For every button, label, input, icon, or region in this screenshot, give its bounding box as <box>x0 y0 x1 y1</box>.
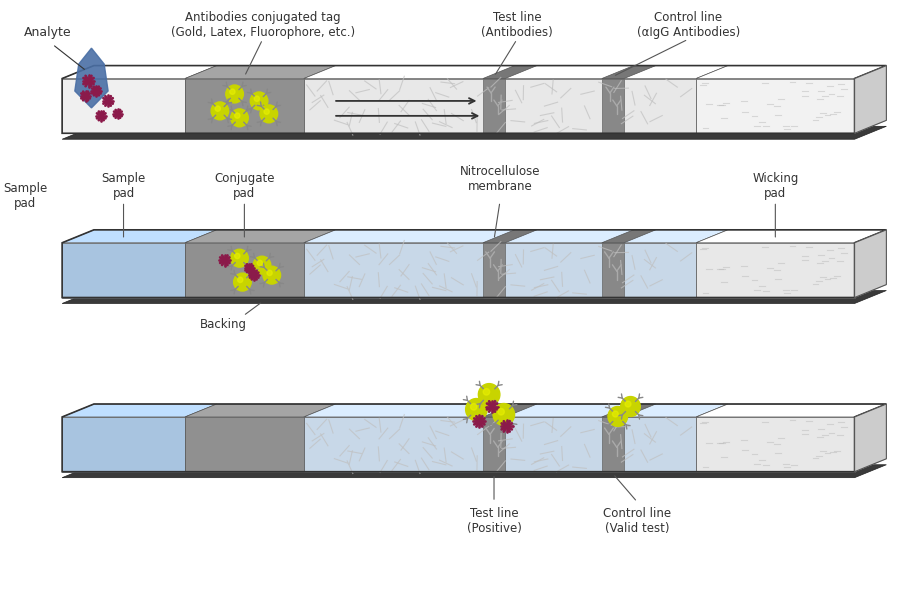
Circle shape <box>260 105 277 123</box>
Polygon shape <box>62 459 886 472</box>
Polygon shape <box>304 65 728 79</box>
Circle shape <box>230 249 248 267</box>
Polygon shape <box>304 79 696 133</box>
Text: Sample
pad: Sample pad <box>102 172 146 200</box>
Polygon shape <box>602 79 624 133</box>
Polygon shape <box>304 404 728 417</box>
Polygon shape <box>696 230 886 243</box>
Text: Capillary flow: Capillary flow <box>399 112 479 125</box>
Polygon shape <box>696 243 855 298</box>
Circle shape <box>234 273 251 291</box>
Polygon shape <box>483 79 505 133</box>
Polygon shape <box>696 79 855 133</box>
Polygon shape <box>184 243 304 298</box>
Text: Antibodies conjugated tag
(Gold, Latex, Fluorophore, etc.): Antibodies conjugated tag (Gold, Latex, … <box>171 11 355 39</box>
Circle shape <box>230 89 235 94</box>
Circle shape <box>267 270 272 275</box>
Text: Sample
pad: Sample pad <box>3 182 47 211</box>
Polygon shape <box>483 404 537 417</box>
Polygon shape <box>184 417 304 472</box>
Circle shape <box>498 409 504 415</box>
Polygon shape <box>184 65 336 79</box>
Circle shape <box>612 411 618 417</box>
Circle shape <box>250 92 268 110</box>
Circle shape <box>621 397 640 416</box>
Circle shape <box>479 383 500 406</box>
Circle shape <box>230 109 248 127</box>
Text: Nitrocellulose
membrane: Nitrocellulose membrane <box>460 166 540 193</box>
Polygon shape <box>483 417 505 472</box>
Polygon shape <box>62 465 886 478</box>
Text: Control line
(Valid test): Control line (Valid test) <box>603 507 671 535</box>
Text: Test line
(Antibodies): Test line (Antibodies) <box>482 11 553 39</box>
Circle shape <box>253 256 271 274</box>
Polygon shape <box>304 243 696 298</box>
Polygon shape <box>62 65 217 79</box>
Text: Backing: Backing <box>200 318 247 331</box>
Circle shape <box>212 102 229 120</box>
Circle shape <box>235 113 240 118</box>
Text: Analyte: Analyte <box>24 26 72 39</box>
Polygon shape <box>62 290 886 304</box>
Polygon shape <box>304 230 728 243</box>
Polygon shape <box>855 230 886 298</box>
Polygon shape <box>62 121 886 133</box>
Polygon shape <box>696 417 855 472</box>
Circle shape <box>493 404 515 425</box>
Polygon shape <box>602 404 656 417</box>
Polygon shape <box>62 284 886 298</box>
Polygon shape <box>855 404 886 472</box>
Polygon shape <box>855 65 886 133</box>
Polygon shape <box>75 48 108 108</box>
Circle shape <box>257 260 263 266</box>
Polygon shape <box>483 230 537 243</box>
Polygon shape <box>483 65 537 79</box>
Circle shape <box>608 407 627 427</box>
Polygon shape <box>602 417 624 472</box>
Polygon shape <box>62 79 184 133</box>
Circle shape <box>226 85 243 103</box>
Polygon shape <box>602 65 656 79</box>
Polygon shape <box>304 417 696 472</box>
Circle shape <box>235 253 240 259</box>
Polygon shape <box>62 243 184 298</box>
Polygon shape <box>483 243 505 298</box>
Text: Conjugate
pad: Conjugate pad <box>214 172 274 200</box>
Polygon shape <box>602 243 624 298</box>
Polygon shape <box>184 230 336 243</box>
Polygon shape <box>62 230 217 243</box>
Circle shape <box>465 398 487 421</box>
Circle shape <box>263 266 281 284</box>
Polygon shape <box>62 417 184 472</box>
Polygon shape <box>184 404 336 417</box>
Circle shape <box>483 389 490 395</box>
Circle shape <box>626 401 631 407</box>
Polygon shape <box>696 404 886 417</box>
Text: Control line
(αIgG Antibodies): Control line (αIgG Antibodies) <box>636 11 740 39</box>
Circle shape <box>264 109 269 115</box>
Polygon shape <box>62 404 217 417</box>
Polygon shape <box>62 127 886 139</box>
Text: Test line
(Positive): Test line (Positive) <box>466 507 521 535</box>
Polygon shape <box>696 65 886 79</box>
Circle shape <box>215 106 220 112</box>
Polygon shape <box>184 79 304 133</box>
Circle shape <box>238 277 243 283</box>
Text: Wicking
pad: Wicking pad <box>752 172 798 200</box>
Circle shape <box>471 403 477 410</box>
Polygon shape <box>602 230 656 243</box>
Circle shape <box>254 96 259 101</box>
